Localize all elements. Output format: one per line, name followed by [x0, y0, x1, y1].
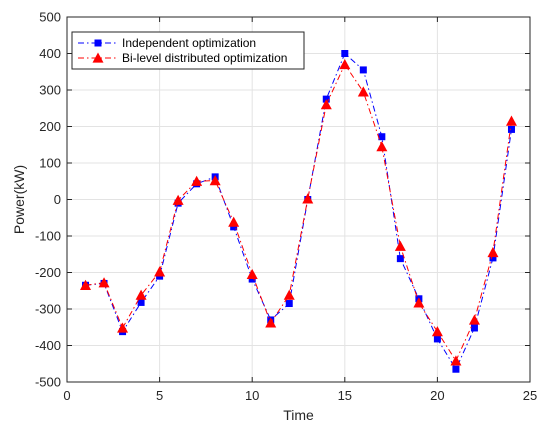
data-point-bilevel — [487, 246, 499, 258]
data-point-bilevel — [98, 277, 110, 288]
y-tick-label: -100 — [35, 229, 61, 244]
x-tick-label: 20 — [430, 388, 444, 403]
data-point-bilevel — [172, 194, 184, 205]
legend-entry-bilevel: Bi-level distributed optimization — [78, 51, 287, 65]
data-point-independent — [489, 254, 497, 262]
data-point-independent — [433, 335, 441, 343]
y-tick-label: 400 — [39, 46, 61, 61]
data-point-independent — [507, 125, 515, 133]
data-point-bilevel — [80, 279, 92, 290]
legend-label-independent: Independent optimization — [122, 36, 256, 50]
data-point-bilevel — [431, 326, 443, 337]
data-point-independent — [137, 298, 145, 306]
data-point-independent — [452, 365, 460, 373]
x-tick-label: 0 — [63, 388, 70, 403]
x-tick-label: 5 — [156, 388, 163, 403]
data-point-bilevel — [339, 58, 351, 70]
axes-box — [66, 16, 531, 383]
data-point-independent — [248, 275, 256, 283]
data-point-bilevel — [302, 193, 314, 204]
data-point-independent — [396, 255, 404, 263]
data-point-bilevel — [413, 297, 425, 308]
legend-marker-square — [94, 39, 102, 47]
x-tick-label: 15 — [338, 388, 352, 403]
data-point-independent — [230, 223, 238, 231]
y-tick-label: -200 — [35, 265, 61, 280]
data-point-bilevel — [228, 216, 240, 227]
y-tick-label: -400 — [35, 338, 61, 353]
y-tick-label: 200 — [39, 119, 61, 134]
data-point-bilevel — [376, 141, 388, 152]
legend-entry-independent: Independent optimization — [78, 36, 256, 50]
y-tick-label: 100 — [39, 156, 61, 171]
data-point-bilevel — [154, 266, 166, 277]
data-point-bilevel — [135, 289, 147, 300]
data-point-independent — [285, 300, 293, 308]
y-tick-label: 300 — [39, 83, 61, 98]
x-tick-label: 25 — [523, 388, 537, 403]
data-point-bilevel — [320, 99, 332, 110]
y-tick-label: 0 — [54, 192, 61, 207]
data-point-independent — [341, 50, 349, 57]
y-tick-label: 500 — [39, 10, 61, 25]
legend-marker-triangle — [92, 52, 104, 63]
data-point-bilevel — [265, 317, 277, 328]
y-tick-label: -300 — [35, 302, 61, 317]
series-line-independent — [85, 52, 512, 371]
x-tick-label: 10 — [245, 388, 259, 403]
data-point-independent — [359, 66, 367, 74]
data-point-independent — [470, 324, 478, 332]
legend: Independent optimization Bi-level distri… — [71, 31, 305, 70]
series-line-bilevel — [85, 63, 512, 362]
data-point-bilevel — [505, 115, 517, 126]
data-point-bilevel — [357, 86, 369, 97]
legend-box — [71, 31, 305, 70]
data-point-bilevel — [468, 314, 480, 325]
data-point-bilevel — [246, 268, 258, 279]
y-axis-label: Power(kW) — [11, 165, 27, 234]
axes: 0 5 10 15 20 25 -500 -400 -300 -200 -100 0 100 200 300… — [35, 10, 537, 404]
data-point-bilevel — [450, 355, 462, 366]
y-tick-label: -500 — [35, 375, 61, 390]
series-layer — [80, 50, 517, 373]
data-point-bilevel — [191, 175, 203, 186]
legend-label-bilevel: Bi-level distributed optimization — [122, 51, 287, 65]
data-point-bilevel — [209, 175, 221, 186]
data-point-bilevel — [283, 289, 295, 300]
x-axis-label: Time — [283, 407, 314, 423]
data-point-bilevel — [394, 240, 406, 251]
data-point-independent — [378, 133, 386, 141]
data-point-bilevel — [117, 322, 129, 333]
